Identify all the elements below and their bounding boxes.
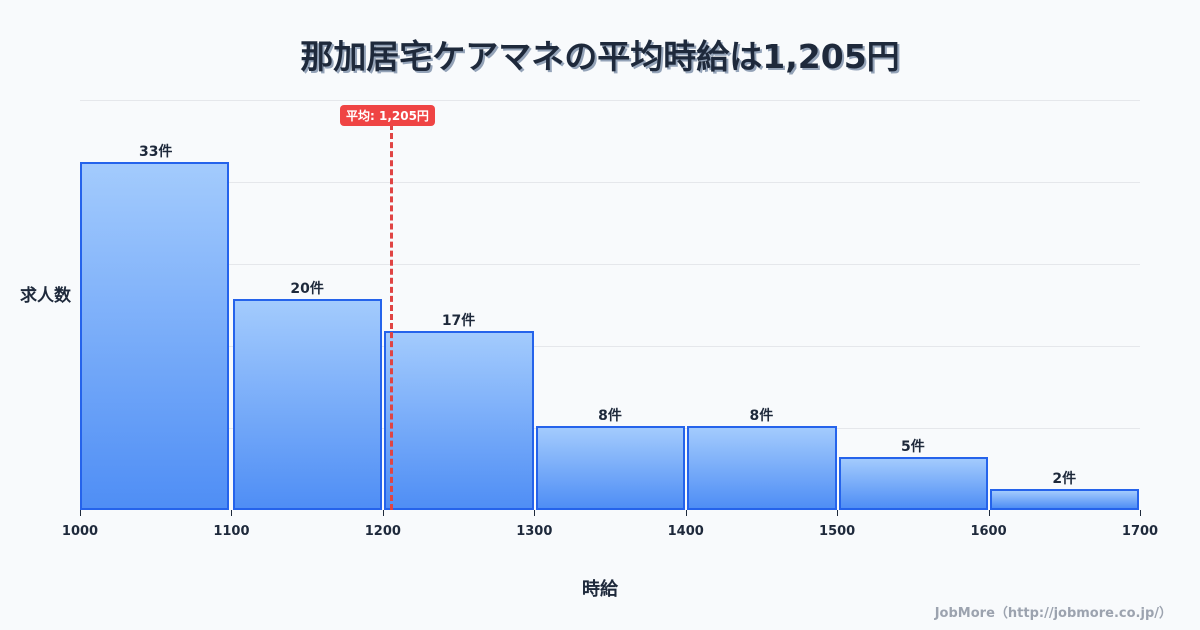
x-tick-label: 1600 <box>970 524 1007 539</box>
x-tick-label: 1400 <box>667 524 704 539</box>
x-tick-label: 1200 <box>364 524 401 539</box>
bar-value-label: 8件 <box>598 407 622 424</box>
x-axis-label: 時給 <box>582 579 618 600</box>
bar-value-label: 33件 <box>138 143 173 160</box>
x-tick <box>837 510 839 516</box>
x-tick-label: 1500 <box>819 524 856 539</box>
bar-value-label: 2件 <box>1052 470 1077 487</box>
y-axis-label: 求人数 <box>20 286 71 306</box>
histogram-bar <box>990 488 1140 510</box>
bar-value-label: 20件 <box>290 281 324 297</box>
x-tick-label: 1700 <box>1121 524 1159 539</box>
mean-line <box>390 124 393 510</box>
credit-text: JobMore（http://jobmore.co.jp/） <box>934 606 1172 621</box>
gridline <box>80 346 1140 347</box>
chart-title: 那加居宅ケアマネの平均時給は1,205円 <box>300 37 900 76</box>
x-tick <box>382 510 384 516</box>
x-tick-label: 1000 <box>61 524 99 539</box>
x-tick <box>988 510 990 516</box>
x-tick <box>231 510 233 516</box>
bar-value-label: 17件 <box>441 312 476 329</box>
gridline <box>80 264 1140 265</box>
gridline <box>80 100 1140 101</box>
mean-badge: 平均: 1,205円 <box>340 105 435 126</box>
bar-value-label: 5件 <box>900 439 925 456</box>
x-tick <box>534 510 536 516</box>
histogram-bar <box>384 330 534 510</box>
histogram-bar <box>232 299 383 510</box>
x-tick <box>1140 510 1141 516</box>
histogram-bar <box>80 161 230 510</box>
gridline <box>80 182 1140 183</box>
x-tick <box>685 510 687 516</box>
x-tick-label: 1300 <box>516 524 553 539</box>
histogram-bar <box>535 425 686 510</box>
x-tick <box>80 510 81 516</box>
histogram-bar <box>687 425 837 510</box>
histogram-bar <box>838 457 989 510</box>
x-tick-label: 1100 <box>213 524 250 539</box>
bar-value-label: 8件 <box>749 407 774 424</box>
